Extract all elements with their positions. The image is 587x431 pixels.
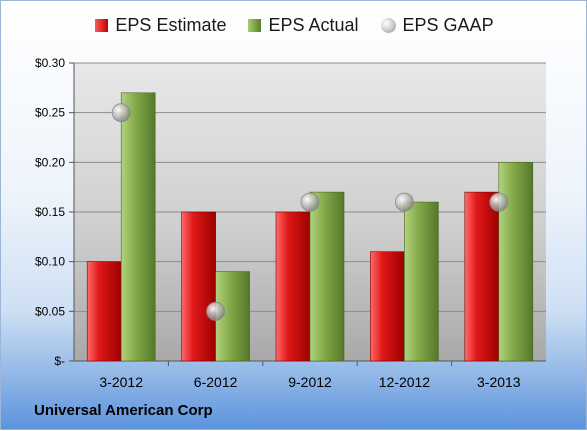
y-tick-label: $0.15 xyxy=(35,205,65,219)
x-category-label: 3-2013 xyxy=(477,374,521,390)
x-category-label: 6-2012 xyxy=(194,374,238,390)
x-category-label: 12-2012 xyxy=(379,374,431,390)
legend-item-gaap: EPS GAAP xyxy=(380,15,494,36)
x-category-label: 3-2012 xyxy=(99,374,143,390)
bar-estimate-12-2012 xyxy=(370,251,405,362)
bar-actual-3-2012 xyxy=(120,92,156,362)
legend-swatch-gaap xyxy=(380,18,396,33)
legend-label-gaap: EPS GAAP xyxy=(402,15,494,35)
y-tick-label: $0.05 xyxy=(35,304,65,318)
legend: EPS Estimate EPS Actual EPS GAAP xyxy=(1,15,587,36)
y-tick-label: $- xyxy=(54,354,65,368)
marker-gaap-9-2012 xyxy=(300,192,320,212)
marker-gaap-12-2012 xyxy=(394,192,414,212)
legend-item-estimate: EPS Estimate xyxy=(95,15,226,36)
bar-actual-9-2012 xyxy=(309,191,345,362)
y-tick-label: $0.20 xyxy=(35,155,65,169)
y-tick-label: $0.10 xyxy=(35,255,65,269)
bar-estimate-3-2013 xyxy=(464,191,500,362)
legend-label-estimate: EPS Estimate xyxy=(115,15,227,35)
legend-swatch-estimate xyxy=(95,19,109,32)
bar-estimate-9-2012 xyxy=(275,211,311,362)
bar-actual-12-2012 xyxy=(404,201,439,362)
bar-actual-3-2013 xyxy=(498,162,534,362)
legend-swatch-actual xyxy=(248,19,262,32)
marker-gaap-3-2013 xyxy=(489,192,509,212)
bar-estimate-6-2012 xyxy=(181,211,216,362)
y-tick-label: $0.25 xyxy=(35,106,65,120)
y-tick-label: $0.30 xyxy=(35,56,65,70)
x-category-label: 9-2012 xyxy=(288,374,332,390)
company-name: Universal American Corp xyxy=(34,402,213,419)
marker-gaap-3-2012 xyxy=(111,103,131,123)
marker-gaap-6-2012 xyxy=(206,301,226,321)
legend-label-actual: EPS Actual xyxy=(268,15,359,35)
bar-estimate-3-2012 xyxy=(86,261,122,362)
legend-item-actual: EPS Actual xyxy=(248,15,359,36)
